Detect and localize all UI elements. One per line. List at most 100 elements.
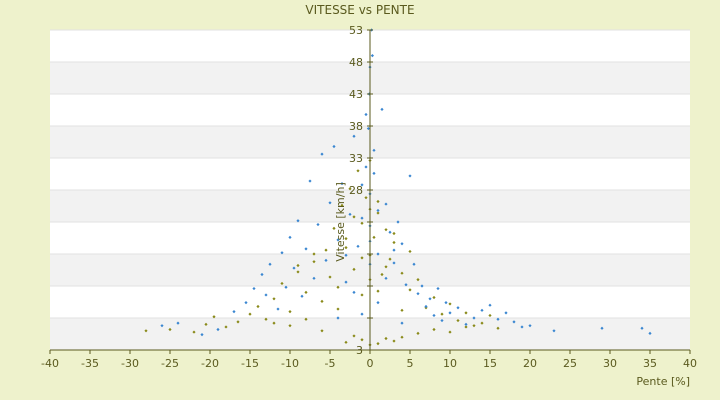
data-point (380, 272, 384, 277)
data-point (300, 294, 304, 298)
data-point (400, 271, 404, 275)
data-point (192, 330, 196, 334)
data-point (364, 112, 368, 117)
data-point (456, 318, 460, 323)
data-point (366, 126, 370, 131)
data-point (288, 235, 292, 239)
data-point (512, 320, 516, 324)
data-point (370, 54, 374, 58)
data-point (448, 330, 452, 334)
data-point (336, 316, 340, 320)
data-point (304, 290, 308, 294)
data-point (496, 317, 500, 321)
data-point (224, 325, 228, 329)
data-point (248, 312, 252, 316)
scatter-series (144, 158, 500, 347)
data-point (288, 310, 292, 314)
data-point (272, 321, 276, 325)
data-point (400, 242, 404, 246)
data-point (376, 289, 380, 293)
data-point (456, 306, 460, 310)
data-point (464, 311, 468, 315)
x-tick-label: 0 (367, 357, 374, 370)
data-point (332, 144, 336, 149)
data-point (336, 285, 340, 289)
data-point (280, 251, 284, 255)
data-point (304, 317, 308, 321)
y-tick-label: 38 (349, 120, 363, 133)
data-point (472, 324, 476, 328)
data-point (320, 329, 324, 333)
x-tick-label: 40 (683, 357, 697, 370)
data-point (360, 221, 364, 225)
data-point (392, 339, 396, 343)
data-point (360, 293, 364, 297)
data-point (480, 308, 484, 312)
data-point (364, 165, 368, 169)
data-point (440, 318, 444, 323)
data-point (464, 325, 468, 329)
scatter-series (160, 28, 652, 337)
data-point (340, 203, 344, 207)
data-point (352, 334, 356, 338)
data-point (384, 228, 388, 232)
y-axis-ticks: 3 28 33 38 43 48 53 (349, 24, 373, 357)
data-point (448, 311, 452, 315)
data-point (348, 187, 352, 191)
data-point (384, 276, 388, 280)
data-point (276, 307, 280, 311)
data-point (296, 270, 300, 274)
data-point (376, 252, 380, 256)
data-point (356, 169, 360, 173)
data-point (424, 304, 428, 309)
data-point (552, 329, 556, 333)
data-point (312, 252, 316, 256)
data-point (432, 327, 436, 332)
x-tick-label: 35 (643, 357, 657, 370)
data-point (288, 324, 292, 328)
data-point (384, 265, 388, 269)
data-point (296, 219, 300, 223)
x-tick-label: 5 (407, 357, 414, 370)
data-point (360, 216, 364, 220)
data-point (528, 324, 532, 328)
data-point (416, 292, 420, 296)
data-point (176, 321, 180, 325)
data-point (416, 278, 420, 282)
data-point (408, 249, 412, 254)
data-point (304, 247, 308, 251)
x-tick-label: -20 (201, 357, 219, 370)
x-tick-label: -5 (325, 357, 336, 370)
data-point (376, 208, 380, 213)
data-point (296, 263, 300, 268)
data-point (200, 333, 204, 337)
data-point (336, 238, 340, 242)
data-point (392, 240, 396, 245)
data-point (320, 152, 324, 156)
data-point (264, 293, 268, 297)
data-point (448, 302, 452, 306)
data-point (408, 174, 412, 178)
data-point (160, 324, 164, 328)
data-point (264, 317, 268, 321)
x-tick-label: -10 (281, 357, 299, 370)
data-point (312, 260, 316, 264)
data-point (600, 326, 604, 330)
y-tick-label: 48 (349, 56, 363, 69)
data-point (352, 215, 356, 219)
data-point (244, 301, 248, 305)
data-point (364, 196, 368, 200)
y-tick-label: 43 (349, 88, 363, 101)
data-point (252, 286, 256, 291)
data-point (428, 297, 432, 301)
x-tick-label: 30 (603, 357, 617, 370)
data-point (256, 304, 260, 309)
data-point (344, 237, 348, 241)
data-point (496, 326, 500, 330)
data-point (268, 262, 272, 266)
data-point (432, 313, 436, 318)
data-point (348, 212, 352, 216)
data-point (400, 321, 404, 325)
data-point (340, 182, 344, 186)
